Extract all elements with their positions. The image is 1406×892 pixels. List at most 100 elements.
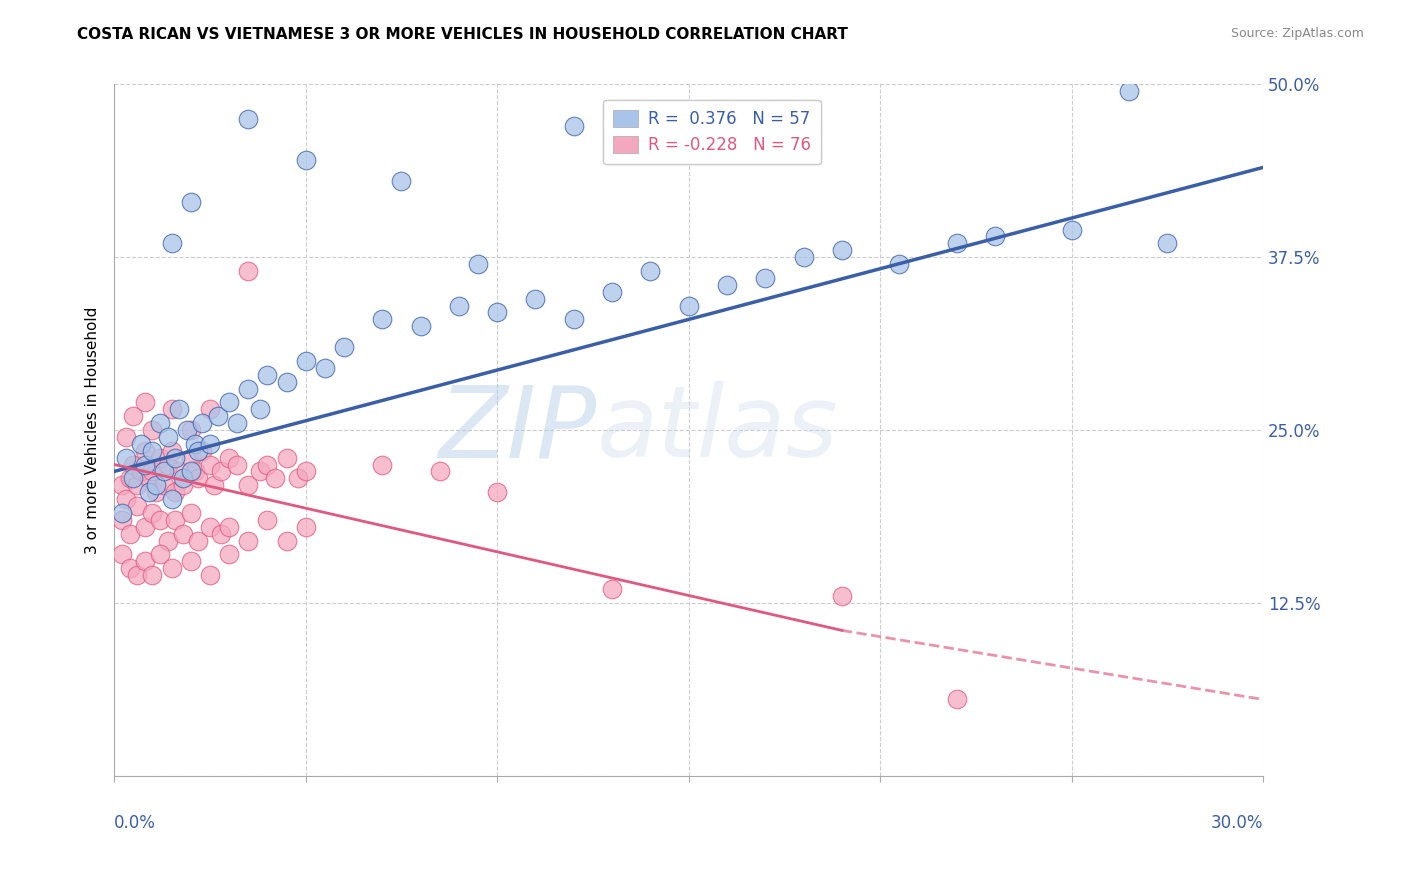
Point <box>172 478 194 492</box>
Point <box>122 458 145 472</box>
Point <box>111 478 134 492</box>
Point <box>198 402 221 417</box>
Point <box>160 492 183 507</box>
Point <box>111 547 134 561</box>
Point <box>187 443 209 458</box>
Point <box>294 153 316 168</box>
Point <box>156 430 179 444</box>
Point <box>256 368 278 382</box>
Point <box>180 465 202 479</box>
Point <box>114 450 136 465</box>
Point <box>264 471 287 485</box>
Point <box>145 478 167 492</box>
Point <box>129 437 152 451</box>
Point <box>180 194 202 209</box>
Point <box>256 458 278 472</box>
Point <box>218 547 240 561</box>
Point <box>156 533 179 548</box>
Point <box>294 354 316 368</box>
Point <box>276 375 298 389</box>
Point <box>169 465 191 479</box>
Point <box>314 360 336 375</box>
Point <box>134 519 156 533</box>
Point <box>209 465 232 479</box>
Point <box>153 465 176 479</box>
Text: 0.0%: 0.0% <box>114 814 156 832</box>
Point <box>141 443 163 458</box>
Point <box>276 450 298 465</box>
Point <box>524 292 547 306</box>
Point <box>371 312 394 326</box>
Point <box>1156 236 1178 251</box>
Point <box>238 264 260 278</box>
Point <box>187 471 209 485</box>
Point <box>165 513 187 527</box>
Point <box>238 382 260 396</box>
Point <box>183 437 205 451</box>
Point <box>111 506 134 520</box>
Point <box>946 236 969 251</box>
Point <box>127 568 149 582</box>
Point <box>149 547 172 561</box>
Point <box>183 465 205 479</box>
Point <box>294 465 316 479</box>
Point <box>191 416 214 430</box>
Point <box>486 485 509 500</box>
Point <box>141 423 163 437</box>
Text: Source: ZipAtlas.com: Source: ZipAtlas.com <box>1230 27 1364 40</box>
Point <box>447 299 470 313</box>
Point <box>141 568 163 582</box>
Point <box>169 402 191 417</box>
Point <box>600 582 623 596</box>
Point <box>180 423 202 437</box>
Point <box>134 458 156 472</box>
Point <box>118 561 141 575</box>
Point <box>160 236 183 251</box>
Point <box>754 271 776 285</box>
Point <box>114 492 136 507</box>
Point <box>172 526 194 541</box>
Point <box>562 312 585 326</box>
Point <box>287 471 309 485</box>
Point <box>145 485 167 500</box>
Point <box>149 416 172 430</box>
Y-axis label: 3 or more Vehicles in Household: 3 or more Vehicles in Household <box>86 306 100 554</box>
Point <box>218 519 240 533</box>
Point <box>172 471 194 485</box>
Point <box>111 513 134 527</box>
Point <box>716 277 738 292</box>
Point <box>793 250 815 264</box>
Point <box>218 395 240 409</box>
Point <box>1118 84 1140 98</box>
Point <box>180 506 202 520</box>
Text: 30.0%: 30.0% <box>1211 814 1263 832</box>
Point <box>149 450 172 465</box>
Point <box>225 416 247 430</box>
Point <box>391 174 413 188</box>
Point <box>409 319 432 334</box>
Point <box>149 513 172 527</box>
Point <box>156 458 179 472</box>
Point <box>127 499 149 513</box>
Point <box>191 443 214 458</box>
Text: ZIP: ZIP <box>439 382 596 478</box>
Point <box>138 485 160 500</box>
Point <box>153 478 176 492</box>
Point <box>134 395 156 409</box>
Point <box>249 465 271 479</box>
Point <box>889 257 911 271</box>
Point <box>562 119 585 133</box>
Point <box>946 692 969 706</box>
Point <box>198 519 221 533</box>
Point <box>202 478 225 492</box>
Point <box>165 485 187 500</box>
Point <box>831 589 853 603</box>
Point <box>138 471 160 485</box>
Point <box>129 465 152 479</box>
Point <box>238 478 260 492</box>
Point <box>134 443 156 458</box>
Text: COSTA RICAN VS VIETNAMESE 3 OR MORE VEHICLES IN HOUSEHOLD CORRELATION CHART: COSTA RICAN VS VIETNAMESE 3 OR MORE VEHI… <box>77 27 848 42</box>
Point <box>238 533 260 548</box>
Point <box>831 244 853 258</box>
Point <box>180 450 202 465</box>
